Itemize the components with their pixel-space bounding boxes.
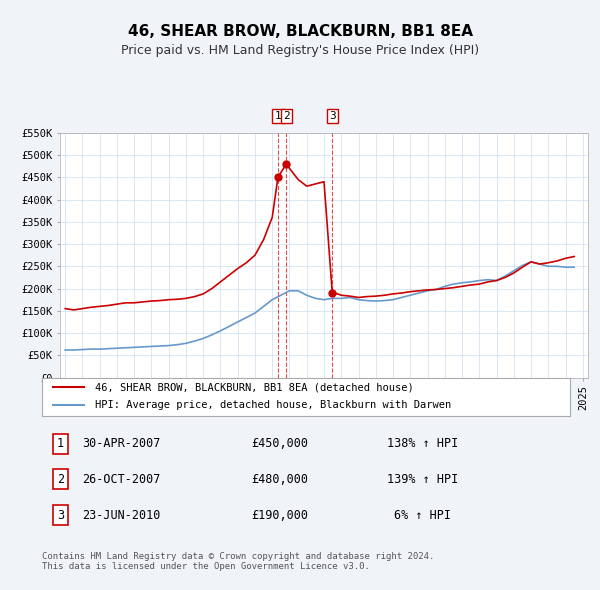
Text: 139% ↑ HPI: 139% ↑ HPI <box>386 473 458 486</box>
Text: 1: 1 <box>57 437 64 450</box>
Text: 3: 3 <box>329 111 335 121</box>
Text: Price paid vs. HM Land Registry's House Price Index (HPI): Price paid vs. HM Land Registry's House … <box>121 44 479 57</box>
Text: 46, SHEAR BROW, BLACKBURN, BB1 8EA (detached house): 46, SHEAR BROW, BLACKBURN, BB1 8EA (deta… <box>95 382 413 392</box>
Text: £450,000: £450,000 <box>251 437 308 450</box>
Text: 2: 2 <box>283 111 290 121</box>
Text: 46, SHEAR BROW, BLACKBURN, BB1 8EA: 46, SHEAR BROW, BLACKBURN, BB1 8EA <box>128 24 473 38</box>
Text: £190,000: £190,000 <box>251 509 308 522</box>
Text: 3: 3 <box>57 509 64 522</box>
Text: £480,000: £480,000 <box>251 473 308 486</box>
Text: Contains HM Land Registry data © Crown copyright and database right 2024.
This d: Contains HM Land Registry data © Crown c… <box>42 552 434 571</box>
Text: 138% ↑ HPI: 138% ↑ HPI <box>386 437 458 450</box>
Text: 23-JUN-2010: 23-JUN-2010 <box>82 509 160 522</box>
Text: 1: 1 <box>275 111 281 121</box>
Text: 2: 2 <box>57 473 64 486</box>
Text: 26-OCT-2007: 26-OCT-2007 <box>82 473 160 486</box>
Text: HPI: Average price, detached house, Blackburn with Darwen: HPI: Average price, detached house, Blac… <box>95 400 451 410</box>
Text: 30-APR-2007: 30-APR-2007 <box>82 437 160 450</box>
Text: 6% ↑ HPI: 6% ↑ HPI <box>394 509 451 522</box>
